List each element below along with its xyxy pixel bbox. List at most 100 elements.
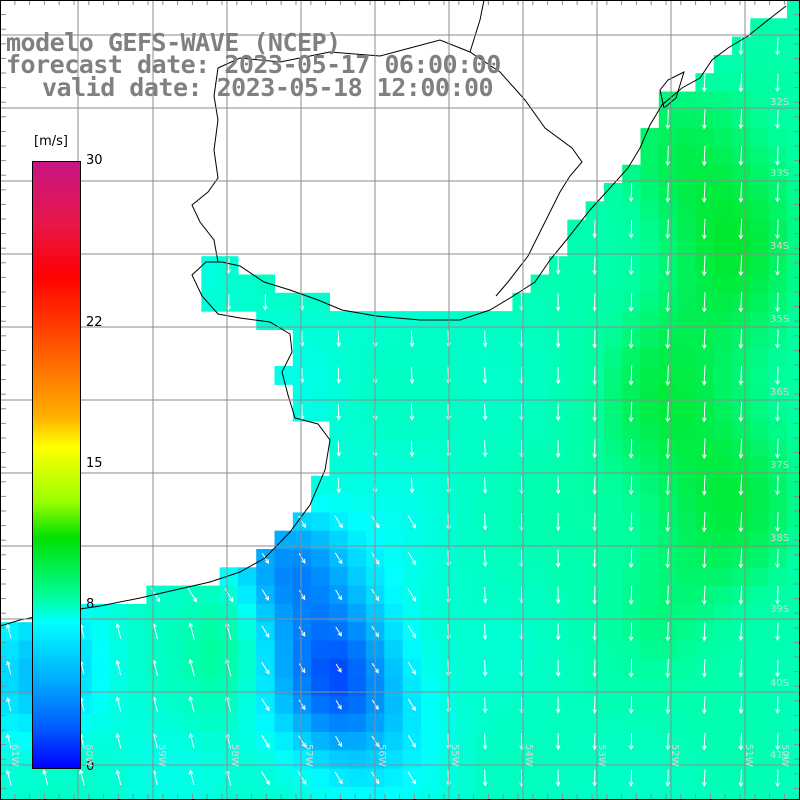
wind-cell xyxy=(420,603,440,623)
wind-cell xyxy=(292,677,312,696)
wind-cell xyxy=(128,677,147,696)
wind-cell xyxy=(292,384,312,404)
wind-cell xyxy=(713,54,733,74)
wind-cell xyxy=(329,384,349,404)
wind-arrow xyxy=(628,365,634,386)
wind-cell xyxy=(768,713,788,733)
latitude-label: 35S xyxy=(770,314,790,325)
wind-cell xyxy=(512,457,532,477)
wind-arrow xyxy=(115,659,122,676)
wind-cell xyxy=(768,750,788,770)
wind-cell xyxy=(530,530,550,550)
wind-arrow xyxy=(775,585,780,605)
wind-cell xyxy=(494,402,513,422)
wind-cell xyxy=(475,713,495,733)
wind-cell xyxy=(768,677,788,696)
wind-cell xyxy=(311,603,330,623)
wind-cell xyxy=(274,658,294,678)
wind-arrow xyxy=(775,366,780,386)
wind-cell xyxy=(219,786,239,800)
wind-arrow xyxy=(298,735,306,748)
wind-arrow xyxy=(701,548,707,569)
wind-arrow xyxy=(298,699,306,711)
wind-cell xyxy=(603,603,623,623)
wind-cell xyxy=(622,677,642,696)
wind-cell xyxy=(311,622,330,642)
wind-cell xyxy=(530,366,550,385)
wind-cell xyxy=(567,237,587,257)
wind-cell xyxy=(164,786,184,800)
wind-cell xyxy=(164,677,184,696)
wind-cell xyxy=(677,475,696,495)
wind-cell xyxy=(494,658,513,678)
wind-cell xyxy=(274,311,294,330)
wind-cell xyxy=(219,567,239,587)
wind-cell xyxy=(420,768,440,788)
wind-cell xyxy=(713,622,733,642)
wind-cell xyxy=(713,366,733,385)
wind-arrow xyxy=(407,624,417,639)
wind-arrow xyxy=(738,365,744,386)
wind-cell xyxy=(219,713,239,733)
wind-cell xyxy=(274,622,294,642)
wind-cell xyxy=(786,768,800,788)
wind-cell xyxy=(494,713,513,733)
colorbar-tick-label: 8 xyxy=(86,597,95,613)
wind-cell xyxy=(713,219,733,239)
wind-cell xyxy=(347,366,367,385)
wind-cell xyxy=(256,603,276,623)
wind-arrow xyxy=(628,659,634,678)
wind-arrow xyxy=(701,732,707,751)
wind-cell xyxy=(585,786,605,800)
wind-cell xyxy=(109,786,129,800)
wind-cell xyxy=(713,585,733,605)
wind-cell xyxy=(567,677,587,696)
wind-cell xyxy=(640,146,660,166)
wind-cell xyxy=(603,622,623,642)
wind-cell xyxy=(640,622,660,642)
wind-cell xyxy=(109,713,129,733)
wind-cell xyxy=(256,677,276,696)
wind-cell xyxy=(658,713,678,733)
wind-arrow xyxy=(407,551,417,566)
wind-cell xyxy=(256,786,276,800)
wind-cell xyxy=(549,274,568,294)
wind-arrow xyxy=(298,553,306,564)
wind-cell xyxy=(237,640,257,660)
wind-cell xyxy=(237,658,257,678)
coastline-atlantic xyxy=(0,5,787,627)
wind-cell xyxy=(201,713,221,733)
wind-cell xyxy=(311,311,330,330)
wind-cell xyxy=(494,732,513,751)
wind-cell xyxy=(91,622,111,642)
wind-cell xyxy=(475,420,495,440)
wind-cell xyxy=(256,274,276,294)
wind-cell xyxy=(384,347,404,367)
wind-cell xyxy=(91,786,111,800)
wind-cell xyxy=(420,494,440,513)
wind-cell xyxy=(146,786,166,800)
wind-cell xyxy=(750,475,770,495)
wind-cell xyxy=(512,677,532,696)
wind-cell xyxy=(274,732,294,751)
wind-cell xyxy=(677,786,696,800)
wind-cell xyxy=(347,603,367,623)
wind-cell xyxy=(420,713,440,733)
wind-cell xyxy=(603,475,623,495)
wind-cell xyxy=(384,567,404,587)
wind-cell xyxy=(713,768,733,788)
wind-cell xyxy=(677,713,696,733)
wind-cell xyxy=(457,750,477,770)
wind-cell xyxy=(732,494,751,513)
wind-cell xyxy=(420,786,440,800)
wind-cell xyxy=(128,640,147,660)
wind-cell xyxy=(713,640,733,660)
wind-cell xyxy=(713,512,733,532)
wind-cell xyxy=(311,494,330,513)
wind-cell xyxy=(91,677,111,696)
wind-cell xyxy=(786,146,800,166)
wind-arrow xyxy=(701,438,707,460)
longitude-label: 56W xyxy=(376,744,387,767)
wind-cell xyxy=(292,530,312,550)
wind-cell xyxy=(329,567,349,587)
